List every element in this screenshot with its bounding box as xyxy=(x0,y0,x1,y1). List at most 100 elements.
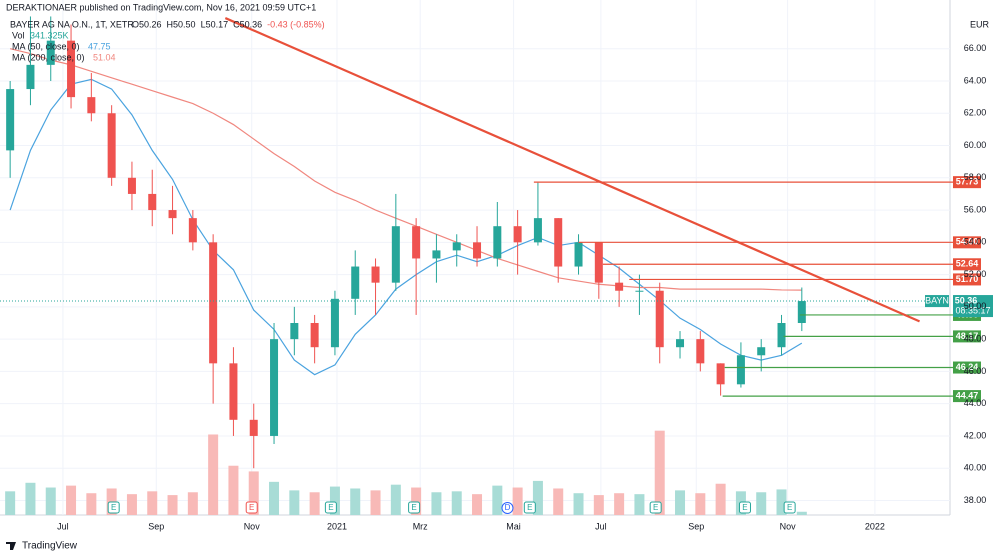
candle-body xyxy=(229,363,238,420)
last-price-box xyxy=(953,295,993,318)
candle-body xyxy=(574,242,583,267)
candle-body xyxy=(87,97,96,114)
volume-bar xyxy=(492,485,503,515)
level-label: 51.70 xyxy=(956,274,979,284)
candle-body xyxy=(107,113,116,178)
x-tick-label: Jul xyxy=(57,521,69,531)
event-label: E xyxy=(742,503,747,512)
x-tick-label: Jul xyxy=(595,521,607,531)
y-tick-label: 66.00 xyxy=(964,43,987,53)
event-label: E xyxy=(653,503,658,512)
y-tick-label: 58.00 xyxy=(964,172,987,182)
candle-body xyxy=(148,193,157,211)
y-tick-label: 54.00 xyxy=(964,237,987,247)
volume-bar xyxy=(187,492,198,515)
quote-value: H50.50 xyxy=(167,19,196,29)
level-label: 54.00 xyxy=(956,237,979,247)
event-label: E xyxy=(111,503,116,512)
candle-body xyxy=(391,226,400,283)
volume-bar xyxy=(532,480,543,515)
candle-body xyxy=(615,282,624,291)
candle-body xyxy=(473,242,482,259)
overlay: 57.7354.0052.6451.7049.5048.1746.2444.47… xyxy=(0,17,993,514)
event-marker xyxy=(408,501,421,514)
candle-body xyxy=(46,40,55,65)
candle-body xyxy=(757,347,766,356)
volume-bar xyxy=(309,492,320,515)
level-label: 52.64 xyxy=(956,259,979,269)
y-tick-label: 42.00 xyxy=(964,430,987,440)
candle-body xyxy=(533,218,542,243)
logo xyxy=(6,542,16,550)
level-box xyxy=(953,258,981,271)
volume-bar xyxy=(776,489,787,515)
ma50-name: MA (50, close, 0) xyxy=(12,41,80,51)
volume-bar xyxy=(593,495,604,515)
event-marker xyxy=(324,501,337,514)
candle-body xyxy=(412,226,421,259)
event-label: D xyxy=(505,503,511,512)
event-label: E xyxy=(787,503,792,512)
candle-body xyxy=(736,355,745,385)
volume-bar xyxy=(715,483,726,515)
level-box xyxy=(953,273,981,286)
candle-body xyxy=(716,363,725,385)
y-tick-label: 48.00 xyxy=(964,334,987,344)
quote-value: -0.43 (-0.85%) xyxy=(267,19,325,29)
volume-bar xyxy=(329,486,340,515)
volume-bar xyxy=(512,487,523,515)
ma200-value: 51.04 xyxy=(93,52,116,62)
candle-body xyxy=(513,226,522,243)
x-tick-label: Sep xyxy=(688,521,704,531)
volume-bar xyxy=(248,471,259,515)
candle-body xyxy=(168,210,177,219)
volume-bar xyxy=(390,484,401,515)
volume-bar xyxy=(147,491,158,515)
volume-bar xyxy=(208,434,219,515)
event-marker xyxy=(501,502,514,514)
volume-bar xyxy=(431,492,442,515)
candle-body xyxy=(452,242,461,251)
quote-value: L50.17 xyxy=(201,19,229,29)
candle-body xyxy=(696,339,705,364)
ma200-name: MA (200, close, 0) xyxy=(12,52,85,62)
last-price-label: 50.36 xyxy=(955,295,978,305)
quote-value: O50.26 xyxy=(132,19,162,29)
event-label: E xyxy=(328,503,333,512)
x-tick-label: Nov xyxy=(780,521,797,531)
volume-bar xyxy=(350,488,361,515)
level-box xyxy=(953,361,981,374)
candle-body xyxy=(330,298,339,348)
candle-body xyxy=(6,89,15,151)
quote-value: C50.36 xyxy=(233,19,262,29)
event-marker xyxy=(783,501,796,514)
volume-bar xyxy=(451,491,462,515)
ma50-value: 47.75 xyxy=(88,41,111,51)
event-marker xyxy=(245,501,258,514)
y-tick-label: 44.00 xyxy=(964,398,987,408)
candle-body xyxy=(249,419,258,436)
volume-bar xyxy=(370,490,381,515)
y-tick-label: 40.00 xyxy=(964,463,987,473)
ma-line xyxy=(10,48,802,291)
volume-bar xyxy=(654,430,665,515)
candle-body xyxy=(676,339,685,348)
volume-bar xyxy=(66,485,77,515)
candle-body xyxy=(594,242,603,283)
x-tick-label: Mrz xyxy=(413,521,428,531)
candle-body xyxy=(655,290,664,348)
last-price-name: BAYN xyxy=(925,295,949,305)
footer: TradingView xyxy=(22,541,78,552)
volume-bar xyxy=(573,493,584,515)
candle-body xyxy=(777,323,786,348)
candle-body xyxy=(67,40,76,98)
event-marker xyxy=(523,501,536,514)
level-box xyxy=(953,330,981,343)
volume-bar xyxy=(634,494,645,515)
candle-body xyxy=(351,266,360,299)
volume-bar xyxy=(411,487,422,515)
volume-bar xyxy=(796,511,807,515)
volume-value: 341.325K xyxy=(30,30,69,40)
candle-body xyxy=(270,339,279,436)
